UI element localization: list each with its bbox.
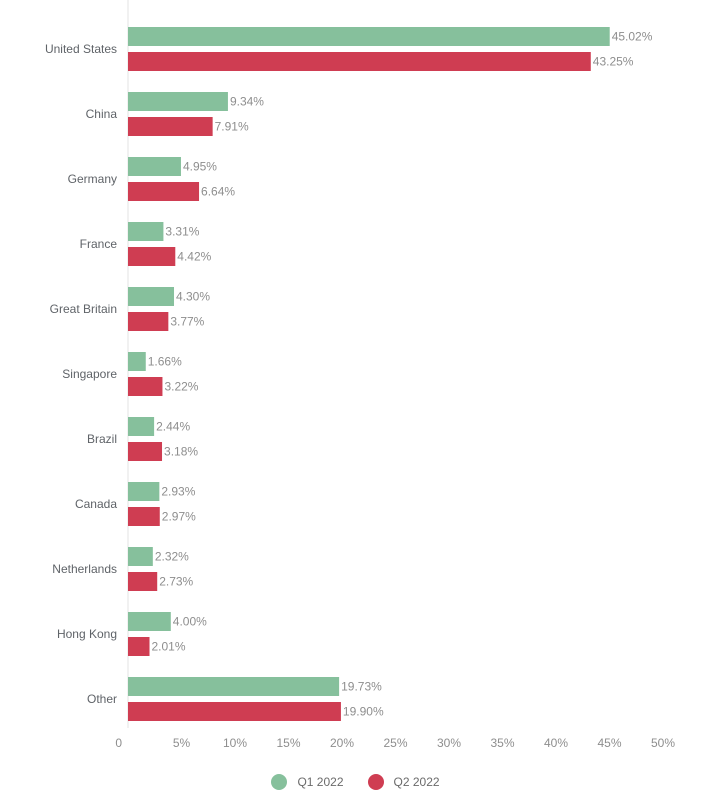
bar-q2[interactable] bbox=[128, 247, 176, 266]
category-label: Other bbox=[87, 692, 117, 706]
data-label-q2: 4.42% bbox=[177, 250, 211, 264]
data-label-q1: 3.31% bbox=[165, 225, 199, 239]
data-label-q1: 2.44% bbox=[156, 420, 190, 434]
data-label-q1: 4.30% bbox=[176, 290, 210, 304]
legend-swatch-q1 bbox=[271, 774, 288, 790]
category-label: Singapore bbox=[62, 367, 117, 381]
data-label-q2: 2.01% bbox=[152, 640, 186, 654]
bar-q2[interactable] bbox=[128, 702, 341, 721]
x-tick-label: 50% bbox=[651, 736, 675, 750]
bar-q2[interactable] bbox=[128, 377, 163, 396]
category-label: Great Britain bbox=[50, 302, 117, 316]
x-tick-label: 30% bbox=[437, 736, 461, 750]
data-label-q2: 43.25% bbox=[593, 55, 634, 69]
category-label: China bbox=[86, 107, 118, 121]
bar-chart: United States 45.02% 43.25% China 9.34% 7.91%… bbox=[45, 0, 675, 750]
bar-q2[interactable] bbox=[128, 637, 150, 656]
x-tick-label: 15% bbox=[276, 736, 300, 750]
data-label-q2: 3.77% bbox=[170, 315, 204, 329]
legend-swatch-q2 bbox=[367, 774, 384, 790]
x-tick-label: 20% bbox=[330, 736, 354, 750]
x-tick-label: 10% bbox=[223, 736, 247, 750]
chart-legend: Q1 2022 Q2 2022 bbox=[0, 774, 711, 790]
category-label: France bbox=[80, 237, 118, 251]
category-label: Germany bbox=[68, 172, 117, 186]
x-tick-label: 35% bbox=[490, 736, 514, 750]
bar-q2[interactable] bbox=[128, 52, 591, 71]
legend-item-q1[interactable]: Q1 2022 bbox=[271, 774, 344, 790]
data-label-q1: 4.95% bbox=[183, 160, 217, 174]
data-label-q2: 2.97% bbox=[162, 510, 196, 524]
bar-q2[interactable] bbox=[128, 442, 163, 461]
bar-q2[interactable] bbox=[128, 182, 200, 201]
x-tick-label: 45% bbox=[597, 736, 621, 750]
bar-q2[interactable] bbox=[128, 312, 169, 331]
x-tick-label: 40% bbox=[544, 736, 568, 750]
category-label: Canada bbox=[75, 497, 117, 511]
category-label: Brazil bbox=[87, 432, 117, 446]
bar-q2[interactable] bbox=[128, 507, 160, 526]
data-label-q2: 19.90% bbox=[343, 705, 384, 719]
x-tick-label: 5% bbox=[173, 736, 191, 750]
bar-q1[interactable] bbox=[128, 482, 160, 501]
category-label: Netherlands bbox=[52, 562, 117, 576]
legend-label-q1: Q1 2022 bbox=[297, 775, 344, 789]
data-label-q1: 2.32% bbox=[155, 550, 189, 564]
data-label-q2: 3.18% bbox=[164, 445, 198, 459]
bar-q1[interactable] bbox=[128, 287, 175, 306]
bar-q1[interactable] bbox=[128, 222, 164, 241]
legend-item-q2[interactable]: Q2 2022 bbox=[367, 774, 440, 790]
x-tick-label: 25% bbox=[383, 736, 407, 750]
bar-q1[interactable] bbox=[128, 612, 171, 631]
data-label-q1: 45.02% bbox=[612, 30, 653, 44]
bar-q1[interactable] bbox=[128, 157, 181, 176]
legend-label-q2: Q2 2022 bbox=[393, 775, 440, 789]
category-label: United States bbox=[45, 42, 117, 56]
bar-q1[interactable] bbox=[128, 677, 340, 696]
data-label-q2: 3.22% bbox=[164, 380, 198, 394]
x-tick-label: 0 bbox=[115, 736, 122, 750]
data-label-q2: 6.64% bbox=[201, 185, 235, 199]
bar-q2[interactable] bbox=[128, 117, 213, 136]
bar-q1[interactable] bbox=[128, 92, 228, 111]
data-label-q1: 9.34% bbox=[230, 95, 264, 109]
bar-q1[interactable] bbox=[128, 547, 153, 566]
data-label-q1: 4.00% bbox=[173, 615, 207, 629]
bar-q1[interactable] bbox=[128, 417, 155, 436]
data-label-q2: 2.73% bbox=[159, 575, 193, 589]
bar-q1[interactable] bbox=[128, 352, 146, 371]
data-label-q1: 19.73% bbox=[341, 680, 382, 694]
category-label: Hong Kong bbox=[57, 627, 117, 641]
bar-q1[interactable] bbox=[128, 27, 610, 46]
data-label-q2: 7.91% bbox=[215, 120, 249, 134]
data-label-q1: 1.66% bbox=[148, 355, 182, 369]
data-label-q1: 2.93% bbox=[161, 485, 195, 499]
bar-q2[interactable] bbox=[128, 572, 158, 591]
